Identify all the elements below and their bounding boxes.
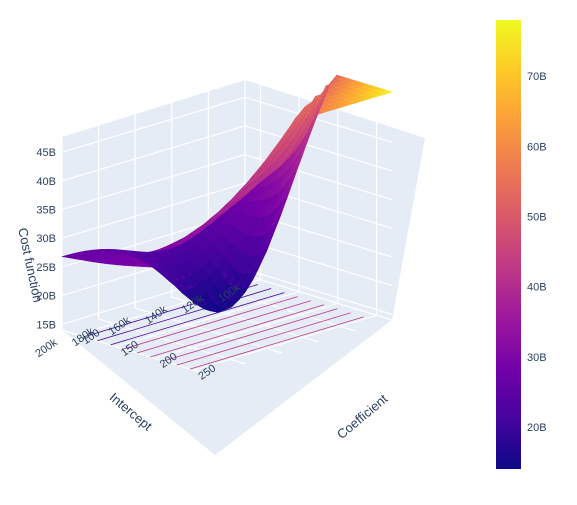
colorbar-tick-label: 50B [527,211,547,223]
z-tick-label: 40B [36,176,56,188]
colorbar-tick-label: 40B [527,282,547,294]
cost-surface [61,74,394,313]
floor-pane [62,275,392,455]
contour-line [189,316,364,370]
y-gridline [134,113,283,354]
x-axis-title: Coefficient [334,391,391,442]
y-gridline [97,124,246,365]
surface-patch [61,254,76,258]
z-tick-label: 15B [36,319,56,331]
z-tick-label: 35B [36,205,56,217]
contour-line [150,304,325,358]
colorbar-tick-label: 20B [527,422,547,434]
colorbar-tick-label: 60B [527,141,547,153]
contour-line [136,300,311,354]
colorbar-tick-label: 30B [527,352,547,364]
contour-line [163,308,338,362]
z-tick-label: 20B [36,291,56,303]
contour-line [97,288,272,342]
y-gridline [171,102,319,343]
colorbar-ticks: 20B 30B 40B 50B 60B 70B [527,71,547,434]
contour-line [110,292,285,346]
z-tick-label: 25B [36,262,56,274]
grid-lines [61,80,393,376]
contour-line [176,312,351,366]
y-tick-label: 200k [33,336,60,360]
colorbar [496,20,521,469]
colorbar-tick-label: 70B [527,71,547,83]
z-tick-label: 45B [36,147,56,159]
z-tick-label: 30B [36,233,56,245]
y-gridline [61,135,210,376]
contour-line [123,296,298,350]
